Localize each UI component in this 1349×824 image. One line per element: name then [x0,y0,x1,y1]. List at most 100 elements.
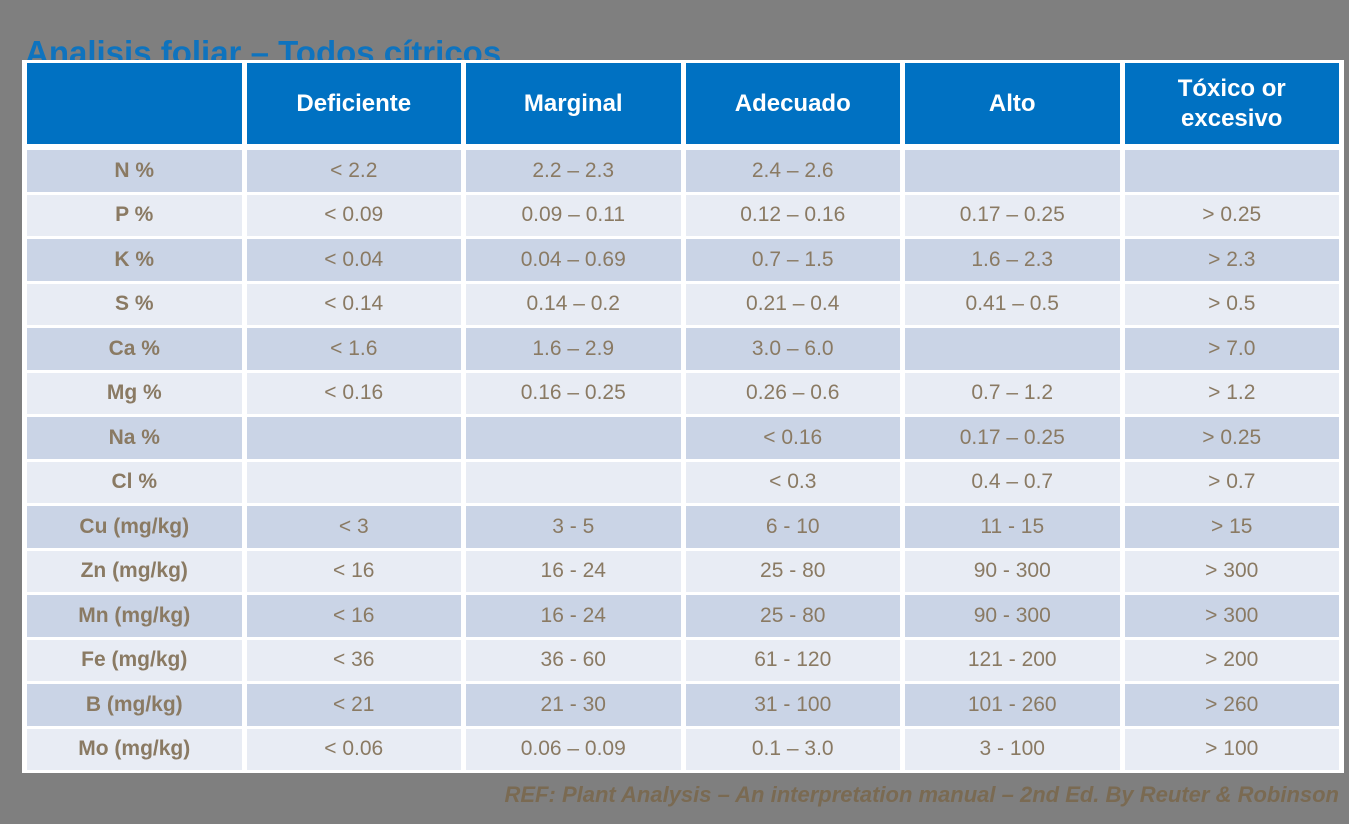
table-cell: 0.12 – 0.16 [685,194,900,236]
table-cell: 61 - 120 [685,639,900,681]
row-label: Na % [27,417,242,459]
table-cell: 121 - 200 [905,639,1120,681]
table-cell: 0.14 – 0.2 [466,283,681,325]
table-cell [1124,150,1339,192]
table-cell: > 15 [1124,506,1339,548]
footer-reference: REF: Plant Analysis – An interpretation … [504,782,1340,807]
table-cell: 0.4 – 0.7 [905,461,1120,503]
table-cell [466,461,681,503]
table-cell: < 36 [246,639,461,681]
table-cell [246,417,461,459]
table-cell: 6 - 10 [685,506,900,548]
header-cell: Deficiente [246,63,461,147]
table-cell: 25 - 80 [685,595,900,637]
table-row: K % < 0.04 0.04 – 0.69 0.7 – 1.5 1.6 – 2.3 > … [27,239,1339,281]
table-row: Fe (mg/kg) < 36 36 - 60 61 - 120 121 - 200 > … [27,639,1339,681]
table-cell: < 0.16 [685,417,900,459]
table-cell [246,461,461,503]
table-cell: > 300 [1124,595,1339,637]
table-cell: 101 - 260 [905,684,1120,726]
header-cell: Adecuado [685,63,900,147]
table-row: P % < 0.09 0.09 – 0.11 0.12 – 0.16 0.17 – 0.… [27,194,1339,236]
table-cell: > 0.7 [1124,461,1339,503]
table-cell [905,328,1120,370]
table-cell: > 0.5 [1124,283,1339,325]
table-row: Ca % < 1.6 1.6 – 2.9 3.0 – 6.0 > 7.0 [27,328,1339,370]
table-cell: > 200 [1124,639,1339,681]
table-cell: 1.6 – 2.3 [905,239,1120,281]
table-cell: > 300 [1124,550,1339,592]
row-label: Mo (mg/kg) [27,728,242,770]
table-cell: 16 - 24 [466,595,681,637]
table-row: Mo (mg/kg) < 0.06 0.06 – 0.09 0.1 – 3.0 3 - … [27,728,1339,770]
table-cell: 0.26 – 0.6 [685,372,900,414]
row-label: Zn (mg/kg) [27,550,242,592]
table-cell: 0.04 – 0.69 [466,239,681,281]
table-cell [905,150,1120,192]
table-cell: 1.6 – 2.9 [466,328,681,370]
table-cell: 0.17 – 0.25 [905,194,1120,236]
table-cell: < 16 [246,550,461,592]
table-cell: 2.4 – 2.6 [685,150,900,192]
table-row: Zn (mg/kg) < 16 16 - 24 25 - 80 90 - 300 > 30… [27,550,1339,592]
row-label: Mn (mg/kg) [27,595,242,637]
row-label: S % [27,283,242,325]
table-row: N % < 2.2 2.2 – 2.3 2.4 – 2.6 [27,150,1339,192]
table-cell: < 0.06 [246,728,461,770]
row-label: Fe (mg/kg) [27,639,242,681]
table-cell: < 0.3 [685,461,900,503]
table-cell: < 3 [246,506,461,548]
table-cell: 0.7 – 1.2 [905,372,1120,414]
table-row: Na % < 0.16 0.17 – 0.25 > 0.25 [27,417,1339,459]
table-cell: < 1.6 [246,328,461,370]
table-cell: 3 - 5 [466,506,681,548]
table-cell: < 16 [246,595,461,637]
table-wrap: Deficiente Marginal Adecuado Alto Tóxico or … [22,60,1344,773]
table-cell: 25 - 80 [685,550,900,592]
table-row: S % < 0.14 0.14 – 0.2 0.21 – 0.4 0.41 – 0.5 >… [27,283,1339,325]
row-label: Ca % [27,328,242,370]
row-label: B (mg/kg) [27,684,242,726]
row-label: Mg % [27,372,242,414]
table-cell: > 7.0 [1124,328,1339,370]
row-label: K % [27,239,242,281]
table-cell: 90 - 300 [905,550,1120,592]
table-cell: 16 - 24 [466,550,681,592]
table-cell: < 21 [246,684,461,726]
table-header-row: Deficiente Marginal Adecuado Alto Tóxico or … [27,63,1339,147]
table-cell: 31 - 100 [685,684,900,726]
table-cell: 0.09 – 0.11 [466,194,681,236]
table-cell [466,417,681,459]
table-cell: 90 - 300 [905,595,1120,637]
table-cell: < 0.09 [246,194,461,236]
table-cell: 0.16 – 0.25 [466,372,681,414]
table-row: Cl % < 0.3 0.4 – 0.7 > 0.7 [27,461,1339,503]
table-cell: 0.21 – 0.4 [685,283,900,325]
row-label: Cu (mg/kg) [27,506,242,548]
foliar-analysis-table: Deficiente Marginal Adecuado Alto Tóxico or … [22,60,1344,773]
table-head: Deficiente Marginal Adecuado Alto Tóxico or … [27,63,1339,147]
table-cell: < 2.2 [246,150,461,192]
table-cell: 3.0 – 6.0 [685,328,900,370]
table-row: B (mg/kg) < 21 21 - 30 31 - 100 101 - 260 > 2… [27,684,1339,726]
table-cell: 0.17 – 0.25 [905,417,1120,459]
table-cell: > 0.25 [1124,194,1339,236]
row-label: P % [27,194,242,236]
row-label: N % [27,150,242,192]
row-label: Cl % [27,461,242,503]
table-cell: < 0.16 [246,372,461,414]
table-cell: 11 - 15 [905,506,1120,548]
table-row: Mn (mg/kg) < 16 16 - 24 25 - 80 90 - 300 > 30… [27,595,1339,637]
table-cell: 0.7 – 1.5 [685,239,900,281]
table-cell: 0.1 – 3.0 [685,728,900,770]
table-cell: > 260 [1124,684,1339,726]
table-cell: > 1.2 [1124,372,1339,414]
table-cell: < 0.14 [246,283,461,325]
table-cell: 3 - 100 [905,728,1120,770]
table-cell: < 0.04 [246,239,461,281]
table-cell: 0.41 – 0.5 [905,283,1120,325]
table-body: N % < 2.2 2.2 – 2.3 2.4 – 2.6 P % < 0.09 0.09 … [27,150,1339,770]
table-cell: > 2.3 [1124,239,1339,281]
